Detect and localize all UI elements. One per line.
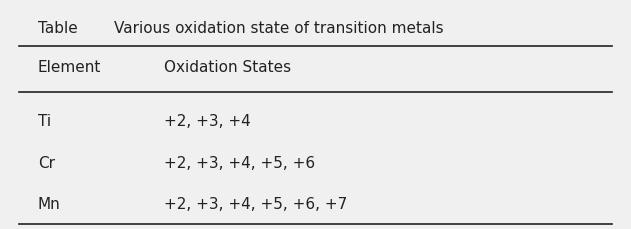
Text: Various oxidation state of transition metals: Various oxidation state of transition me…: [114, 21, 443, 36]
Text: Element: Element: [38, 60, 101, 75]
Text: +2, +3, +4, +5, +6, +7: +2, +3, +4, +5, +6, +7: [164, 197, 347, 212]
Text: Oxidation States: Oxidation States: [164, 60, 291, 75]
Text: Cr: Cr: [38, 156, 55, 171]
Text: Mn: Mn: [38, 197, 61, 212]
Text: +2, +3, +4, +5, +6: +2, +3, +4, +5, +6: [164, 156, 316, 171]
Text: Table: Table: [38, 21, 78, 36]
Text: Ti: Ti: [38, 114, 51, 130]
Text: +2, +3, +4: +2, +3, +4: [164, 114, 251, 130]
